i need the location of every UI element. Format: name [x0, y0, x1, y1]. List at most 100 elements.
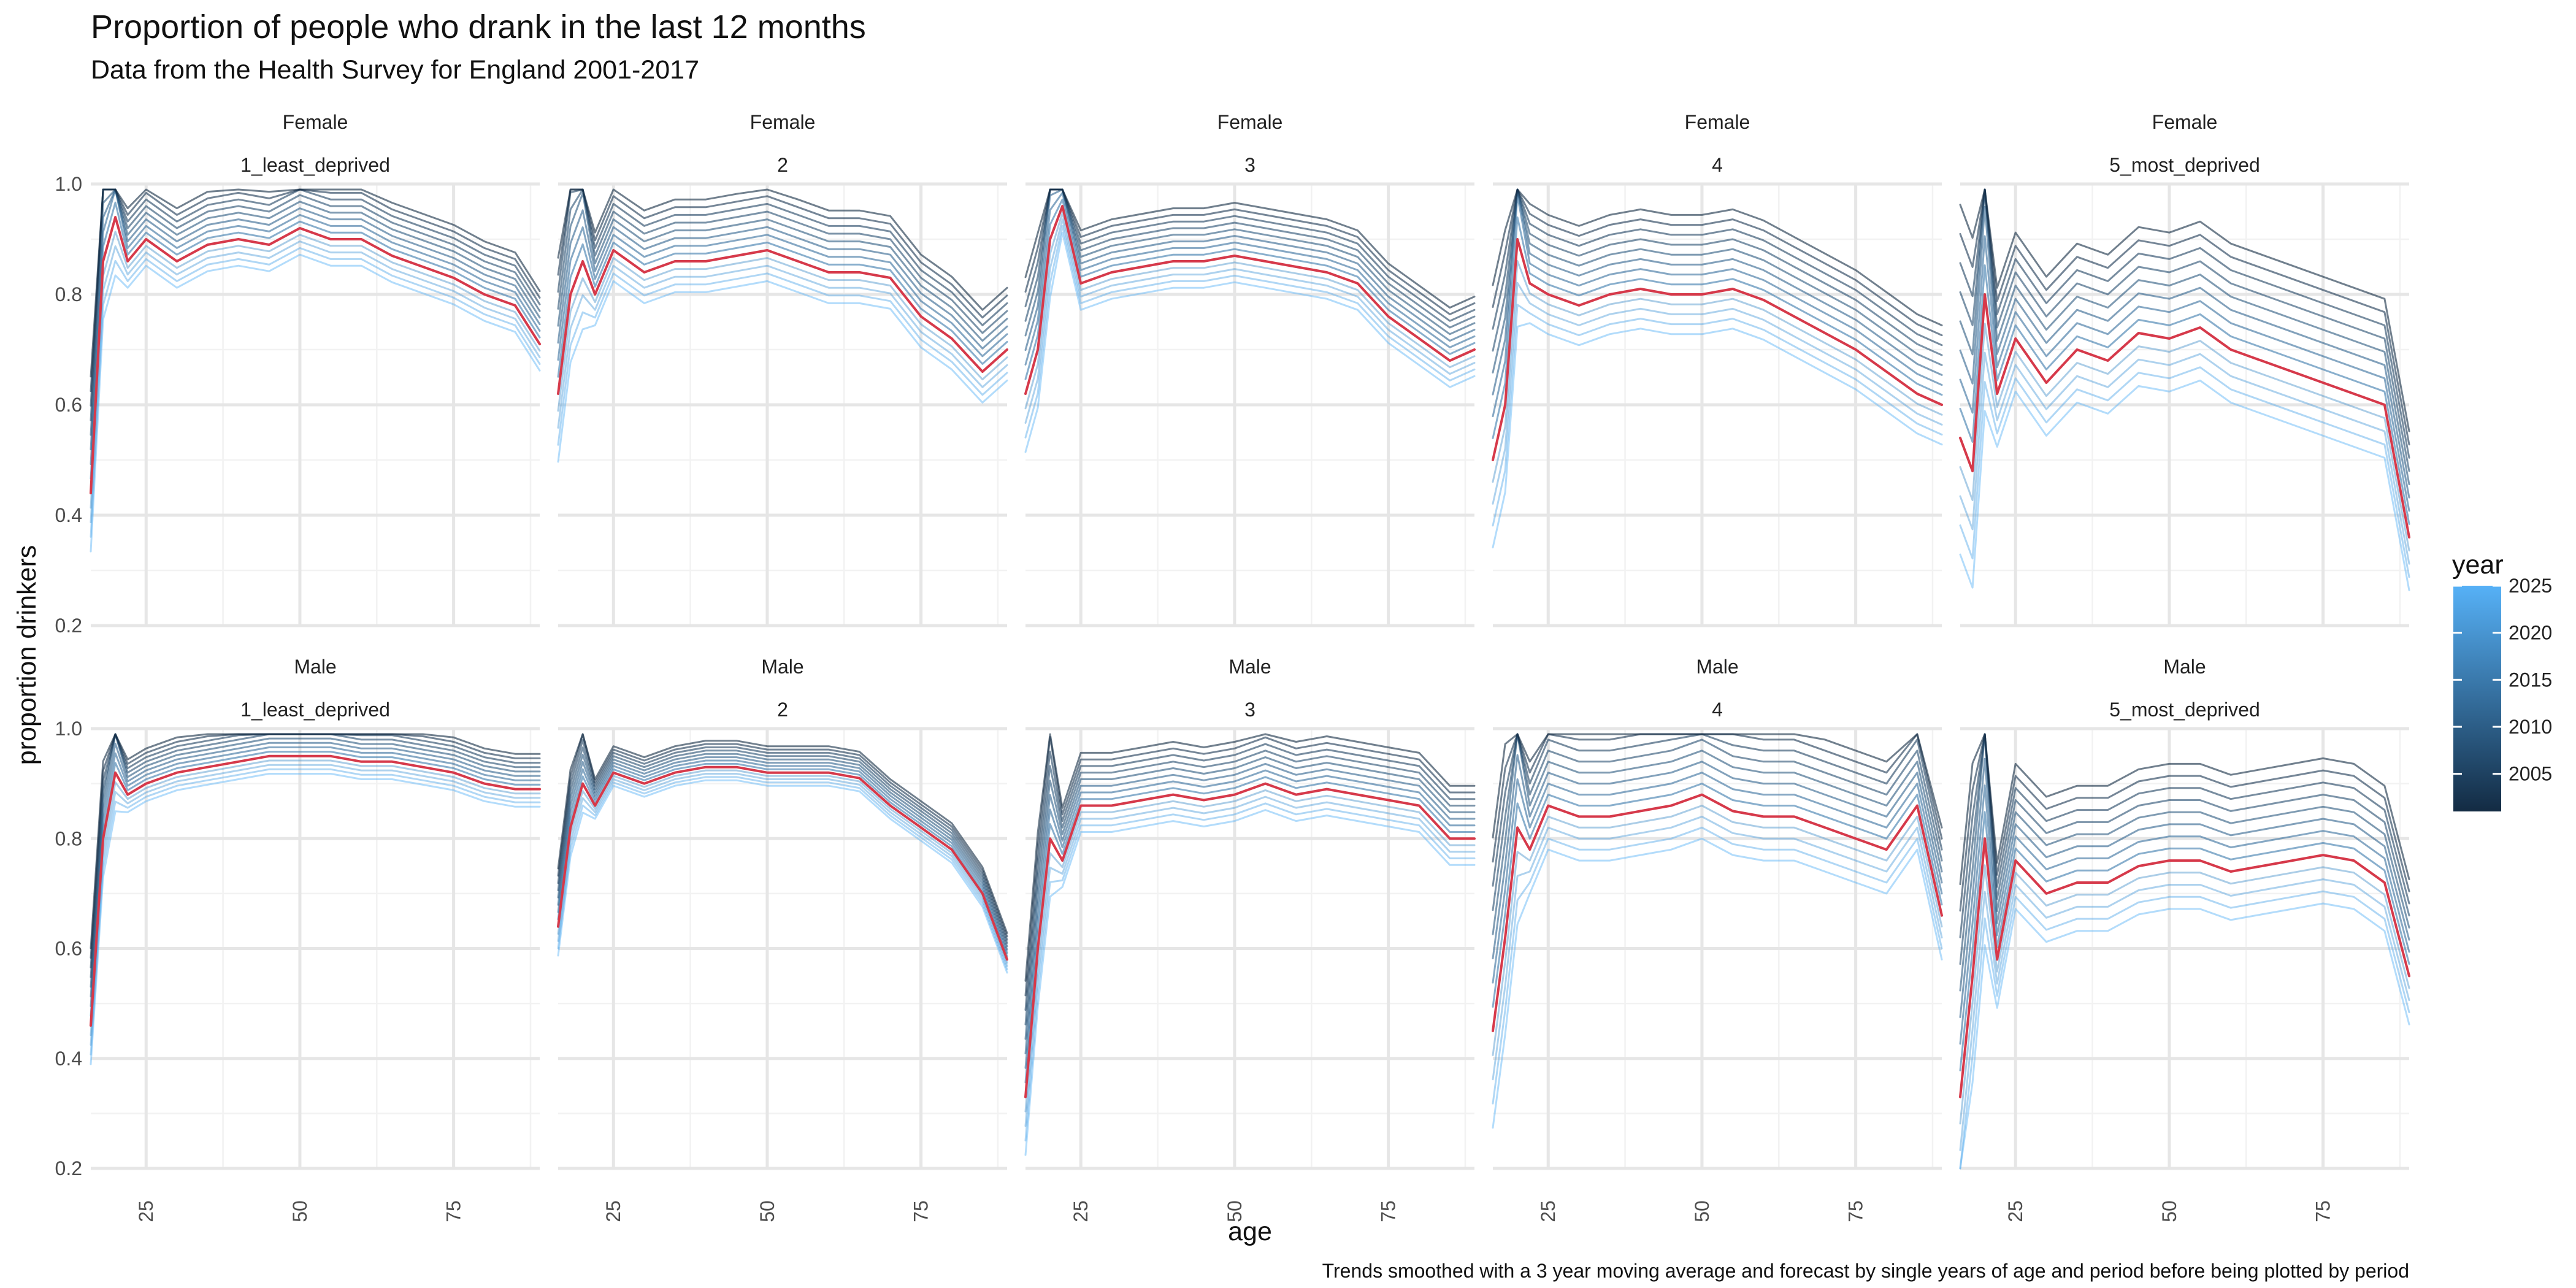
x-tick-label: 25	[135, 1200, 157, 1222]
series-line-year	[1492, 188, 1943, 347]
series-line-year	[1024, 736, 1476, 997]
x-tick-label: 75	[443, 1200, 465, 1222]
facet-strip-quintile: 5_most_deprived	[2109, 699, 2260, 721]
series-line-year	[1024, 198, 1476, 380]
facet-strip-sex: Female	[1217, 111, 1283, 133]
facet-panel: Male 3 25 50 75	[1024, 656, 1476, 1222]
legend-break-label: 2020	[2509, 622, 2552, 644]
series-line-year	[1492, 826, 1943, 1105]
x-tick-label: 25	[1537, 1200, 1559, 1222]
series-line-highlight	[557, 249, 1008, 395]
facet-strip-quintile: 1_least_deprived	[240, 699, 390, 721]
series-line-year	[1959, 188, 2410, 472]
series-line-year	[90, 751, 541, 1017]
y-tick-label: 0.8	[55, 283, 82, 305]
series-line-year	[90, 188, 541, 465]
series-line-year	[90, 247, 541, 538]
series-line-year	[90, 253, 541, 553]
series-line-year	[1959, 864, 2410, 1125]
facet-panel: Female 3	[1024, 111, 1476, 627]
series-line-year	[1959, 323, 2410, 552]
series-line-year	[1024, 733, 1476, 982]
facet-panel: Female 1_least_deprived 0.2 0.4 0.6 0.8 1.0	[55, 111, 541, 637]
x-tick-label: 25	[1070, 1200, 1092, 1222]
series-line-highlight	[1492, 793, 1943, 1032]
chart-caption: Trends smoothed with a 3 year moving ave…	[1322, 1260, 2409, 1282]
series-line-year	[90, 188, 541, 436]
year-legend: year 2025 2020 2015 2010 2005	[2452, 550, 2552, 811]
series-line-year	[1024, 212, 1476, 410]
series-line-year	[1492, 282, 1943, 505]
y-tick-label: 0.8	[55, 827, 82, 849]
series-line-year	[1024, 802, 1476, 1141]
series-line-year	[557, 762, 1008, 957]
facet-panel: Female 4	[1492, 111, 1943, 627]
series-line-year	[1492, 733, 1943, 838]
series-line-year	[1492, 216, 1943, 439]
series-line-year	[557, 779, 1008, 974]
series-line-year	[90, 231, 541, 509]
series-line-year	[1959, 351, 2410, 565]
facet-panel: Female 5_most_deprived	[1959, 111, 2410, 627]
chart-title: Proportion of people who drank in the la…	[91, 9, 866, 45]
series-line-year	[1024, 218, 1476, 424]
facet-strip-sex: Female	[283, 111, 348, 133]
series-line-year	[90, 188, 541, 393]
series-line-highlight	[1492, 238, 1943, 461]
series-line-year	[1492, 805, 1943, 1056]
facet-panel: Male 5_most_deprived 25 50 75	[1959, 656, 2410, 1222]
series-line-year	[1492, 188, 1943, 374]
legend-ticks: 2025 2020 2015 2010 2005	[2453, 575, 2552, 785]
x-tick-label: 25	[2004, 1200, 2026, 1222]
series-line-year	[1492, 188, 1943, 396]
series-line-year	[1492, 733, 1943, 935]
y-axis-title: proportion drinkers	[12, 545, 42, 765]
legend-title: year	[2452, 550, 2504, 580]
series-line-year	[1959, 811, 2410, 1071]
series-line-year	[90, 768, 541, 1056]
series-line-year	[1492, 815, 1943, 1081]
chart-subtitle: Data from the Health Survey for England …	[91, 55, 699, 85]
facet-strip-quintile: 3	[1244, 154, 1255, 176]
series-line-year	[557, 192, 1008, 342]
series-line-year	[557, 776, 1008, 971]
series-line-year	[557, 773, 1008, 967]
series-line-year	[557, 769, 1008, 964]
series-line-year	[1959, 188, 2410, 486]
x-tick-label: 50	[289, 1200, 311, 1222]
series-line-year	[90, 746, 541, 1007]
series-line-year	[1959, 878, 2410, 1151]
series-line-year	[1492, 783, 1943, 1008]
series-line-year	[1024, 231, 1476, 453]
facet-strip-sex: Female	[2152, 111, 2218, 133]
facet-panel: Male 4 25 50 75	[1492, 656, 1943, 1222]
series-line-year	[557, 746, 1008, 944]
series-line-year	[1959, 235, 2410, 512]
series-line-year	[557, 753, 1008, 948]
legend-break-label: 2015	[2509, 669, 2552, 691]
x-tick-label: 50	[1691, 1200, 1713, 1222]
series-line-year	[1492, 260, 1943, 483]
series-line-year	[1024, 188, 1476, 322]
y-tick-label: 1.0	[55, 173, 82, 195]
y-tick-label: 0.6	[55, 394, 82, 416]
x-tick-label: 75	[2312, 1200, 2334, 1222]
series-line-year	[1959, 733, 2410, 885]
series-line-year	[90, 742, 541, 998]
series-line-year	[1959, 733, 2410, 912]
series-line-year	[90, 733, 541, 949]
series-line-year	[90, 201, 541, 480]
series-line-year	[557, 759, 1008, 954]
series-line-year	[1024, 756, 1476, 1040]
facet-strip-sex: Male	[294, 656, 336, 678]
series-line-year	[557, 280, 1008, 463]
series-line-year	[1959, 784, 2410, 1045]
y-tick-label: 0.6	[55, 938, 82, 960]
x-tick-label: 25	[602, 1200, 624, 1222]
facet-panel: Female 2	[557, 111, 1008, 627]
series-line-year	[90, 773, 541, 1065]
facet-panel: Male 2 25 50 75	[557, 656, 1008, 1222]
facet-strip-quintile: 5_most_deprived	[2109, 154, 2260, 176]
series-line-year	[1024, 776, 1476, 1084]
